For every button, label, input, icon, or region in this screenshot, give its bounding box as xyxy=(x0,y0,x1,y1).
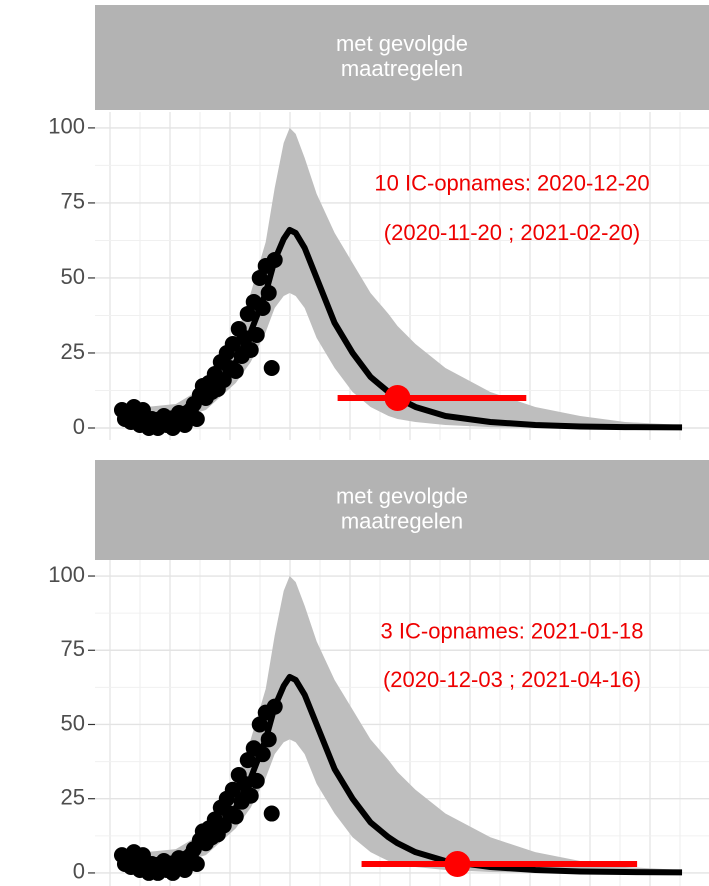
observed-point xyxy=(263,805,280,822)
strip-label: met gevolgde xyxy=(336,483,468,508)
observed-point xyxy=(188,410,205,427)
observed-point xyxy=(224,781,241,798)
annotation: 10 IC-opnames: 2020-12-20 xyxy=(374,171,649,196)
confidence-band xyxy=(121,576,683,873)
strip-label: maatregelen xyxy=(341,508,463,533)
observed-point xyxy=(251,269,268,286)
confidence-band xyxy=(121,127,683,428)
y-tick-label: 100 xyxy=(48,562,85,587)
strip-background xyxy=(95,5,709,110)
fit-line xyxy=(121,673,683,876)
strip-label: met gevolgde xyxy=(336,31,468,56)
observed-point xyxy=(239,752,256,769)
observed-point xyxy=(239,305,256,322)
observed-point xyxy=(188,856,205,873)
y-tick-label: 50 xyxy=(61,710,85,735)
plot-area xyxy=(95,560,709,886)
y-tick-label: 50 xyxy=(61,264,85,289)
y-tick-label: 25 xyxy=(61,339,85,364)
fit-line xyxy=(121,226,683,431)
annotation: (2020-12-03 ; 2021-04-16) xyxy=(383,667,641,692)
observed-point xyxy=(263,359,280,376)
y-tick-label: 25 xyxy=(61,785,85,810)
strip-background xyxy=(95,460,709,560)
estimate-point xyxy=(444,851,471,878)
observed-point xyxy=(224,335,241,352)
plot-area xyxy=(95,112,709,440)
observed-point xyxy=(251,716,268,733)
annotation: 3 IC-opnames: 2021-01-18 xyxy=(381,618,644,643)
y-tick-label: 75 xyxy=(61,636,85,661)
annotation: (2020-11-20 ; 2021-02-20) xyxy=(384,220,640,245)
y-tick-label: 100 xyxy=(48,114,85,139)
y-tick-label: 0 xyxy=(73,414,85,439)
y-tick-label: 75 xyxy=(61,189,85,214)
strip-label: maatregelen xyxy=(341,56,463,81)
y-tick-label: 0 xyxy=(73,859,85,884)
estimate-point xyxy=(384,384,411,411)
